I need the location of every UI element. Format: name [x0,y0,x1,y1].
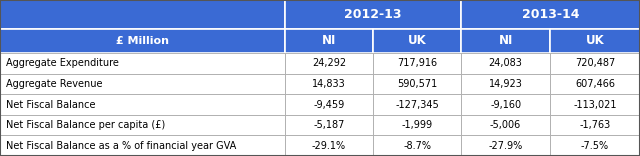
Bar [285,94,373,115]
Bar [0,53,285,74]
Text: UK: UK [408,34,427,47]
Bar [550,94,640,115]
Text: Net Fiscal Balance per capita (£): Net Fiscal Balance per capita (£) [6,120,166,130]
Bar [550,135,640,156]
Bar [461,29,550,53]
Text: 590,571: 590,571 [397,79,437,89]
Bar [461,94,550,115]
Text: 2012-13: 2012-13 [344,8,402,21]
Text: Net Fiscal Balance: Net Fiscal Balance [6,100,96,110]
Bar [0,29,285,53]
Text: NI: NI [499,34,513,47]
Bar [461,0,640,29]
Text: 24,083: 24,083 [489,58,522,68]
Bar [550,53,640,74]
Text: -1,763: -1,763 [579,120,611,130]
Bar [461,115,550,135]
Text: Aggregate Expenditure: Aggregate Expenditure [6,58,119,68]
Text: -27.9%: -27.9% [488,141,523,151]
Bar [285,135,373,156]
Text: 24,292: 24,292 [312,58,346,68]
Text: Aggregate Revenue: Aggregate Revenue [6,79,103,89]
Text: -7.5%: -7.5% [581,141,609,151]
Text: 2013-14: 2013-14 [522,8,579,21]
Bar [285,29,373,53]
Bar [0,115,285,135]
Bar [550,74,640,94]
Text: -113,021: -113,021 [573,100,616,110]
Text: UK: UK [586,34,604,47]
Text: £ Million: £ Million [116,36,169,46]
Text: Net Fiscal Balance as a % of financial year GVA: Net Fiscal Balance as a % of financial y… [6,141,237,151]
Bar [285,53,373,74]
Bar [550,115,640,135]
Bar [373,53,461,74]
Bar [373,115,461,135]
Text: -127,345: -127,345 [396,100,439,110]
Text: 14,923: 14,923 [489,79,522,89]
Bar [373,74,461,94]
Bar [0,74,285,94]
Text: 717,916: 717,916 [397,58,437,68]
Bar [0,0,285,29]
Text: -8.7%: -8.7% [403,141,431,151]
Bar [373,135,461,156]
Bar [461,135,550,156]
Bar [285,74,373,94]
Text: NI: NI [322,34,336,47]
Text: -1,999: -1,999 [402,120,433,130]
Bar [461,74,550,94]
Bar [550,29,640,53]
Text: -9,459: -9,459 [314,100,344,110]
Bar [461,53,550,74]
Text: 607,466: 607,466 [575,79,615,89]
Text: -9,160: -9,160 [490,100,521,110]
Bar [285,0,461,29]
Bar [373,29,461,53]
Bar [285,115,373,135]
Bar [0,135,285,156]
Text: -5,187: -5,187 [313,120,345,130]
Text: 14,833: 14,833 [312,79,346,89]
Bar [0,94,285,115]
Bar [373,94,461,115]
Text: -29.1%: -29.1% [312,141,346,151]
Text: 720,487: 720,487 [575,58,615,68]
Text: -5,006: -5,006 [490,120,521,130]
